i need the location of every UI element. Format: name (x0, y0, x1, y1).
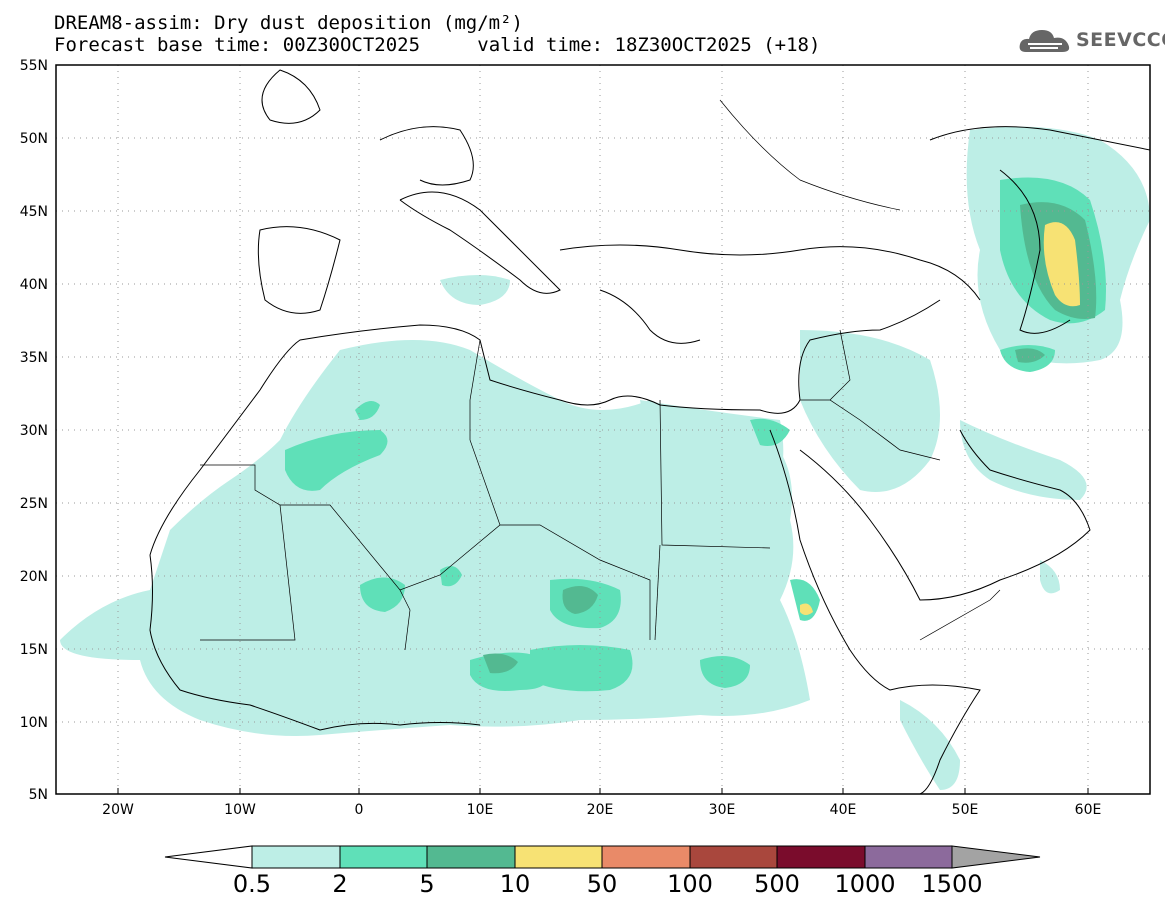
colorbar-swatch (426, 845, 516, 869)
lat-label: 55N (20, 58, 48, 74)
lat-label: 35N (20, 350, 48, 366)
lon-label: 0 (355, 802, 364, 818)
lon-label: 40E (830, 802, 857, 818)
valid-time: valid time: 18Z30OCT2025 (+18) (477, 34, 821, 56)
colorbar-left-arrow (164, 845, 253, 869)
deposition-level-10 (800, 222, 1080, 615)
lat-label: 15N (20, 642, 48, 658)
colorbar-swatch (339, 845, 428, 869)
colorbar-label: 10 (500, 870, 531, 898)
lat-label: 30N (20, 423, 48, 439)
lat-label: 40N (20, 277, 48, 293)
lon-label: 20W (102, 802, 134, 818)
longitude-labels: 20W 10W 0 10E 20E 30E 40E 50E 60E (102, 802, 1101, 818)
colorbar-right-arrow (951, 845, 1041, 869)
deposition-field (60, 126, 1150, 790)
colorbar-label: 500 (754, 870, 800, 898)
colorbar-label: 1500 (921, 870, 982, 898)
colorbar-label: 2 (332, 870, 347, 898)
gridlines (56, 65, 1150, 794)
lat-label: 50N (20, 131, 48, 147)
colorbar-labels: 0.5 2 5 10 50 100 500 1000 1500 (233, 870, 983, 898)
latitude-labels: 55N 50N 45N 40N 35N 30N 25N 20N 15N 10N … (20, 58, 48, 803)
lat-label: 25N (20, 496, 48, 512)
lon-label: 60E (1075, 802, 1102, 818)
country-borders (200, 99, 1001, 651)
colorbar-label: 1000 (834, 870, 895, 898)
lat-label: 20N (20, 569, 48, 585)
lon-label: 10W (224, 802, 256, 818)
cloud-icon (1019, 30, 1070, 52)
colorbar-swatch (601, 845, 691, 869)
colorbar-swatch (514, 845, 603, 869)
title-line-1: DREAM8-assim: Dry dust deposition (mg/m²… (54, 12, 523, 34)
seevccc-logo: SEEVCCC (1018, 26, 1165, 56)
colorbar-swatch (864, 845, 953, 869)
colorbar-label: 5 (419, 870, 434, 898)
colorbar-swatch (776, 845, 866, 869)
colorbar-swatch (689, 845, 778, 869)
lon-label: 10E (467, 802, 494, 818)
lon-label: 20E (587, 802, 614, 818)
colorbar (164, 845, 1041, 869)
tick-marks (117, 788, 1089, 794)
lat-label: 45N (20, 204, 48, 220)
map-frame (55, 64, 1151, 795)
lat-label: 5N (29, 787, 48, 803)
coastlines (149, 69, 1150, 794)
forecast-base-time: Forecast base time: 00Z30OCT2025 (54, 34, 421, 56)
map-title: DREAM8-assim: Dry dust deposition (mg/m²… (54, 12, 820, 56)
logo-text: SEEVCCC (1076, 29, 1165, 51)
colorbar-label: 0.5 (233, 870, 271, 898)
colorbar-swatch (251, 845, 341, 869)
colorbar-label: 50 (587, 870, 618, 898)
deposition-level-0-5 (60, 126, 1150, 790)
colorbar-label: 100 (667, 870, 713, 898)
lon-label: 30E (709, 802, 736, 818)
lon-label: 50E (952, 802, 979, 818)
lat-label: 10N (20, 715, 48, 731)
